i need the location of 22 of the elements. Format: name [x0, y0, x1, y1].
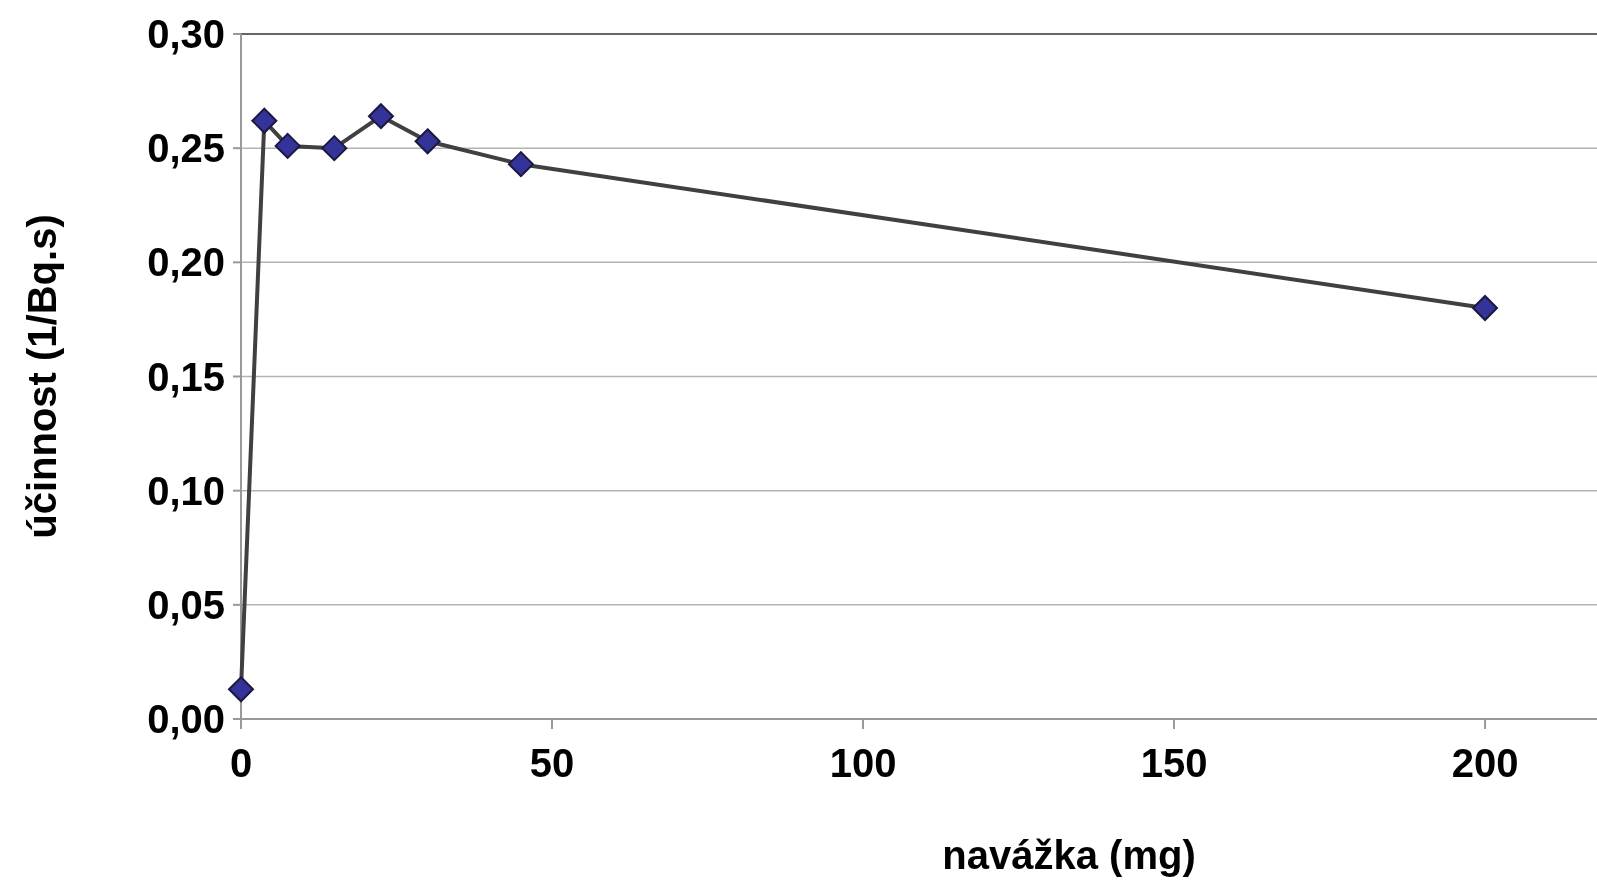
point — [414, 128, 441, 155]
x-tick-label: 200 — [1451, 741, 1519, 785]
x-tick-label: 0 — [229, 741, 253, 785]
x-tick-label: 100 — [829, 741, 897, 785]
point — [251, 107, 278, 134]
y-tick-label: 0,05 — [147, 582, 225, 627]
point — [1472, 295, 1499, 321]
y-tick-label: 0,10 — [147, 468, 225, 513]
point — [367, 103, 394, 130]
y-tick-label: 0,00 — [147, 697, 225, 741]
y-tick-label: 0,15 — [147, 354, 225, 399]
point — [228, 676, 254, 703]
point — [507, 151, 534, 178]
point — [274, 132, 301, 159]
y-tick-label: 0,25 — [147, 126, 225, 171]
point — [321, 135, 348, 162]
x-tick-label: 150 — [1140, 741, 1208, 785]
y-axis-title: účinnost (1/Bq.s) — [20, 214, 64, 539]
x-axis-title: navážka (mg) — [942, 833, 1196, 877]
x-tick-label: 50 — [529, 741, 575, 785]
y-tick-label: 0,20 — [147, 240, 225, 285]
y-tick-label: 0,30 — [147, 12, 225, 56]
